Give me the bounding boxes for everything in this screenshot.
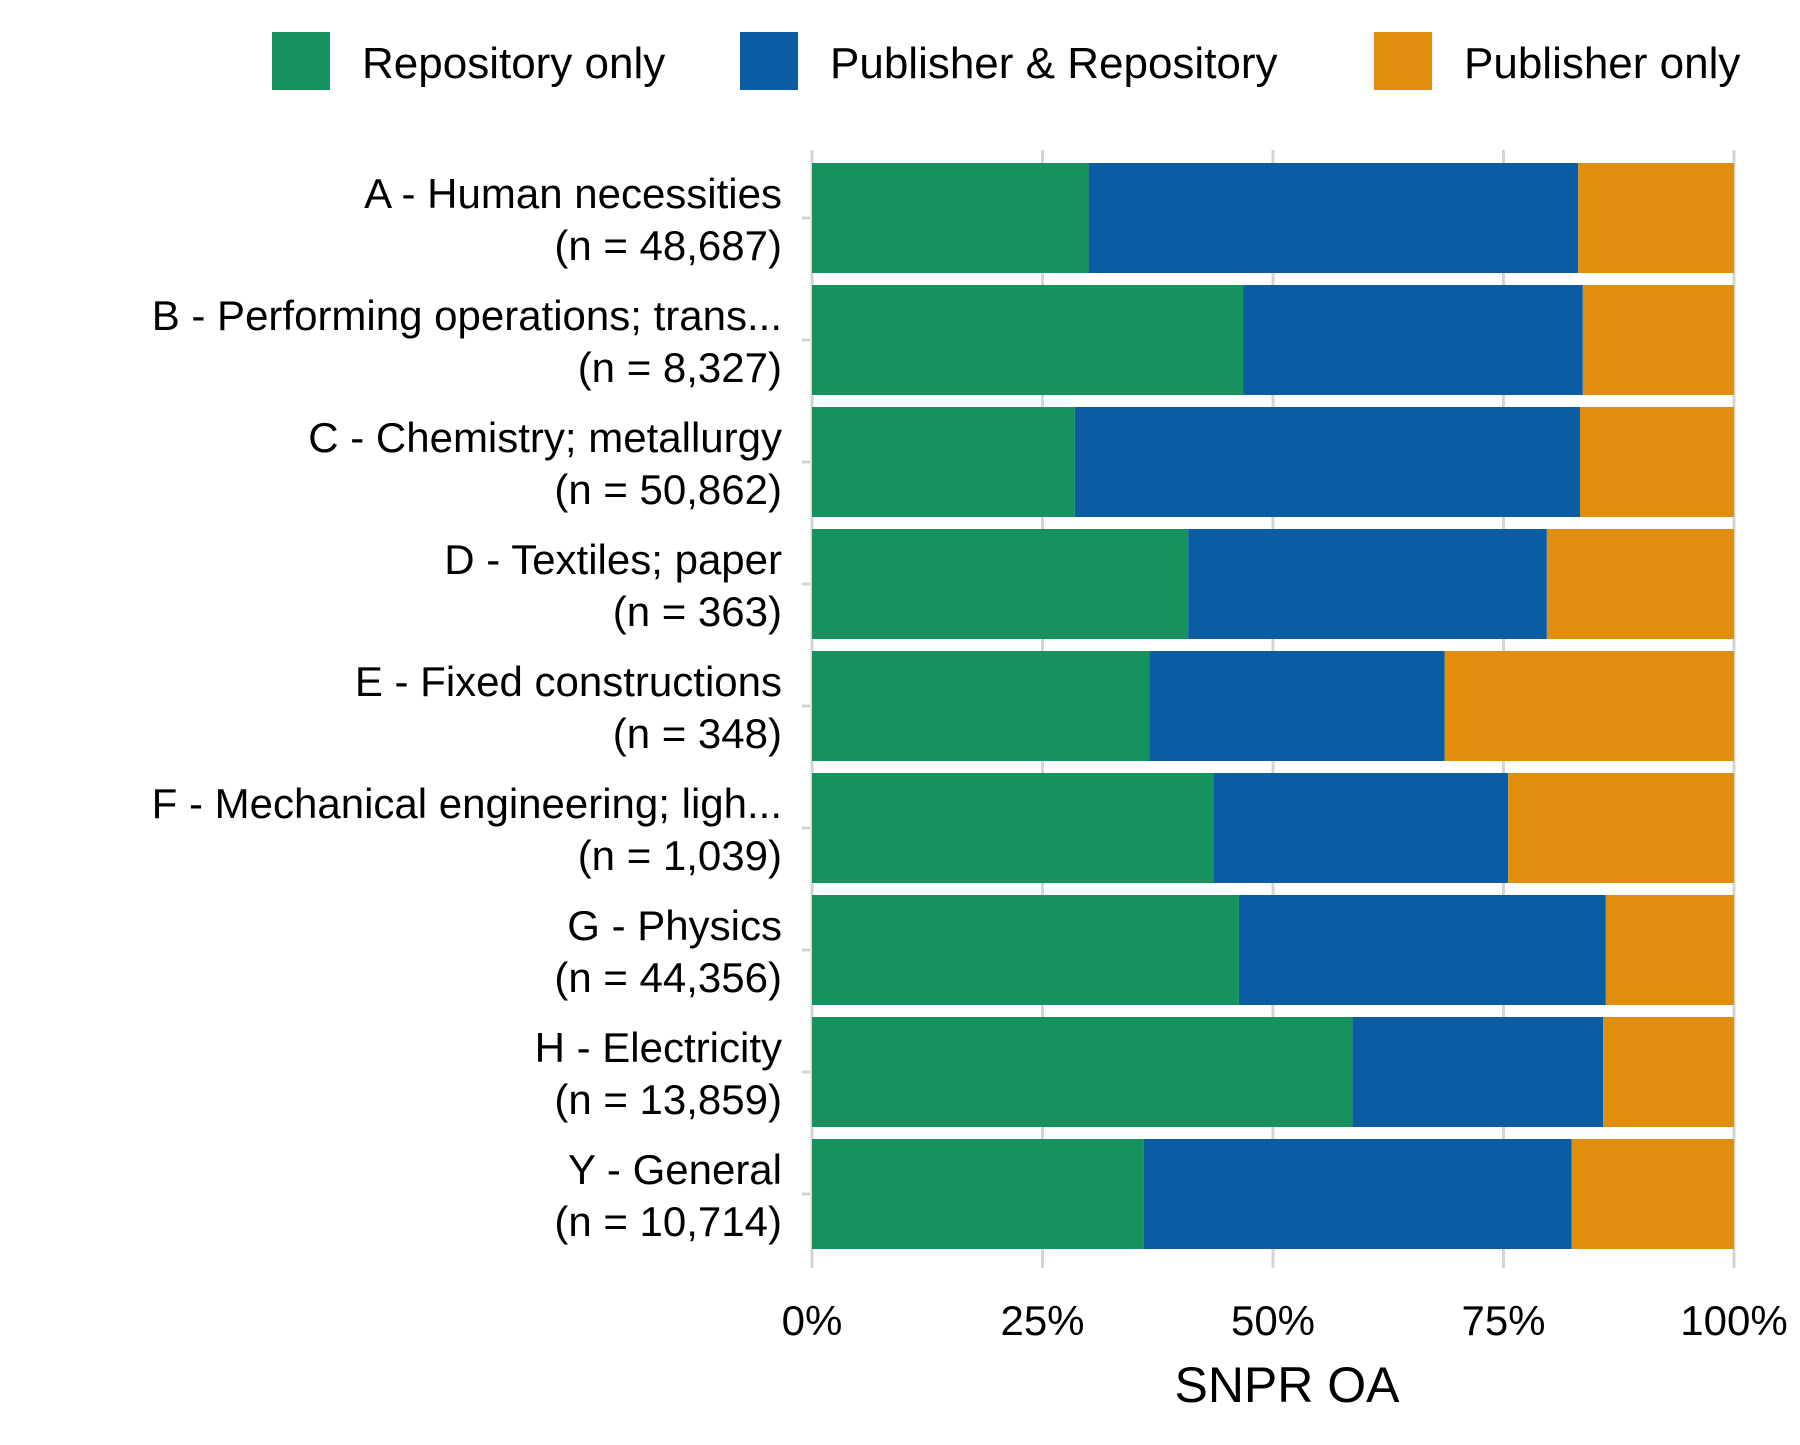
bar-h-publisher-repository xyxy=(1352,1017,1603,1127)
legend-label-publisher-repository: Publisher & Repository xyxy=(830,39,1278,88)
x-tick-label-25: 25% xyxy=(1000,1297,1084,1344)
legend: Repository only Publisher & Repository Pub… xyxy=(272,32,1740,90)
category-count-label: (n = 363) xyxy=(613,588,782,635)
category-count-label: (n = 10,714) xyxy=(554,1198,782,1245)
category-count-label: (n = 44,356) xyxy=(554,954,782,1001)
bar-a-publisher-only xyxy=(1578,163,1734,273)
bar-g-publisher-only xyxy=(1606,895,1734,1005)
category-label: Y - General xyxy=(568,1146,782,1193)
x-axis-title: SNPR OA xyxy=(1174,1357,1400,1413)
category-label: H - Electricity xyxy=(535,1024,782,1071)
category-label: F - Mechanical engineering; ligh... xyxy=(152,780,782,827)
category-count-label: (n = 1,039) xyxy=(578,832,782,879)
legend-label-repository-only: Repository only xyxy=(362,39,665,88)
bar-y-publisher-only xyxy=(1572,1139,1734,1249)
category-label: C - Chemistry; metallurgy xyxy=(308,414,782,461)
bar-y-repository-only xyxy=(812,1139,1144,1249)
category-count-label: (n = 50,862) xyxy=(554,466,782,513)
category-count-label: (n = 348) xyxy=(613,710,782,757)
x-tick-label-100: 100% xyxy=(1680,1297,1787,1344)
category-count-label: (n = 13,859) xyxy=(554,1076,782,1123)
category-label: G - Physics xyxy=(567,902,782,949)
bar-e-publisher-only xyxy=(1444,651,1734,761)
category-label: D - Textiles; paper xyxy=(444,536,782,583)
category-labels: A - Human necessities (n = 48,687) B - Per… xyxy=(152,170,810,1245)
bar-g-repository-only xyxy=(812,895,1239,1005)
category-label: A - Human necessities xyxy=(364,170,782,217)
bars xyxy=(812,163,1734,1249)
bar-g-publisher-repository xyxy=(1239,895,1606,1005)
legend-swatch-repository-only xyxy=(272,32,330,90)
bar-c-publisher-only xyxy=(1580,407,1734,517)
bar-d-publisher-repository xyxy=(1188,529,1547,639)
bar-b-publisher-only xyxy=(1583,285,1734,395)
x-tick-label-75: 75% xyxy=(1461,1297,1545,1344)
bar-f-repository-only xyxy=(812,773,1214,883)
bar-c-repository-only xyxy=(812,407,1075,517)
legend-swatch-publisher-only xyxy=(1374,32,1432,90)
x-tick-label-0: 0% xyxy=(782,1297,843,1344)
bar-d-publisher-only xyxy=(1547,529,1734,639)
bar-f-publisher-only xyxy=(1508,773,1734,883)
bar-y-publisher-repository xyxy=(1144,1139,1572,1249)
bar-e-publisher-repository xyxy=(1149,651,1444,761)
bar-b-publisher-repository xyxy=(1243,285,1582,395)
category-count-label: (n = 48,687) xyxy=(554,222,782,269)
legend-swatch-publisher-repository xyxy=(740,32,798,90)
category-label: B - Performing operations; trans... xyxy=(152,292,782,339)
bar-d-repository-only xyxy=(812,529,1188,639)
bar-a-repository-only xyxy=(812,163,1089,273)
bar-h-repository-only xyxy=(812,1017,1352,1127)
bar-a-publisher-repository xyxy=(1089,163,1579,273)
bar-h-publisher-only xyxy=(1603,1017,1734,1127)
legend-label-publisher-only: Publisher only xyxy=(1464,39,1740,88)
bar-f-publisher-repository xyxy=(1214,773,1508,883)
x-tick-label-50: 50% xyxy=(1231,1297,1315,1344)
x-axis-ticks: 0% 25% 50% 75% 100% xyxy=(782,1297,1788,1344)
category-label: E - Fixed constructions xyxy=(355,658,782,705)
bar-e-repository-only xyxy=(812,651,1149,761)
category-count-label: (n = 8,327) xyxy=(578,344,782,391)
bar-c-publisher-repository xyxy=(1075,407,1580,517)
bar-b-repository-only xyxy=(812,285,1243,395)
